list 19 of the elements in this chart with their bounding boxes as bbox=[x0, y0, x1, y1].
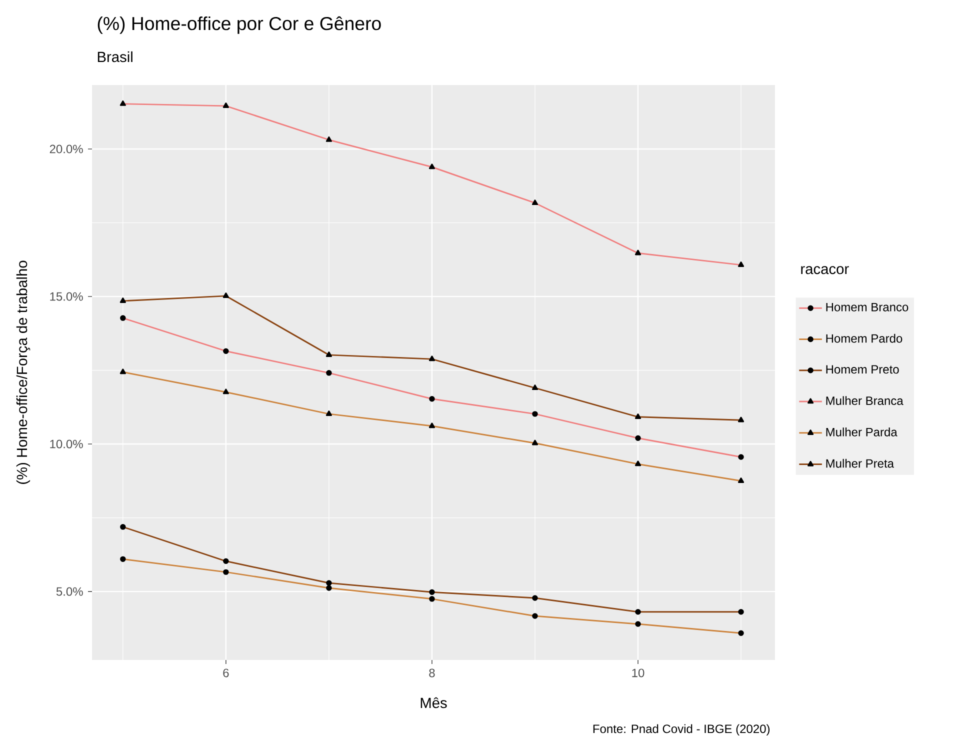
y-tick-label: 20.0% bbox=[50, 144, 83, 154]
source-note: Fonte: Pnad Covid - IBGE (2020) bbox=[593, 724, 770, 736]
x-axis-title: Mês bbox=[420, 697, 447, 708]
legend-label: Mulher Branca bbox=[826, 396, 904, 405]
y-tick-label: 5.0% bbox=[56, 587, 83, 596]
x-tick-label: 10 bbox=[632, 668, 644, 678]
y-tick-label: 15.0% bbox=[50, 292, 83, 301]
chart-subtitle: Brasil bbox=[98, 51, 132, 62]
legend-label: Mulher Preta bbox=[826, 458, 894, 468]
y-tick-label: 10.0% bbox=[50, 440, 83, 448]
legend-label: Homem Pardo bbox=[826, 334, 902, 343]
legend-label: Mulher Parda bbox=[826, 428, 898, 436]
x-tick-label: 8 bbox=[429, 668, 435, 678]
legend-label: Homem Branco bbox=[826, 302, 908, 312]
legend-label: Homem Preto bbox=[826, 365, 899, 374]
chart-title: (%) Home-office por Cor e Gênero bbox=[98, 16, 381, 34]
y-axis-title: (%) Home-office/Força de trabalho bbox=[16, 260, 30, 484]
x-tick-label: 6 bbox=[223, 668, 229, 678]
legend-title: racacor bbox=[801, 266, 849, 274]
